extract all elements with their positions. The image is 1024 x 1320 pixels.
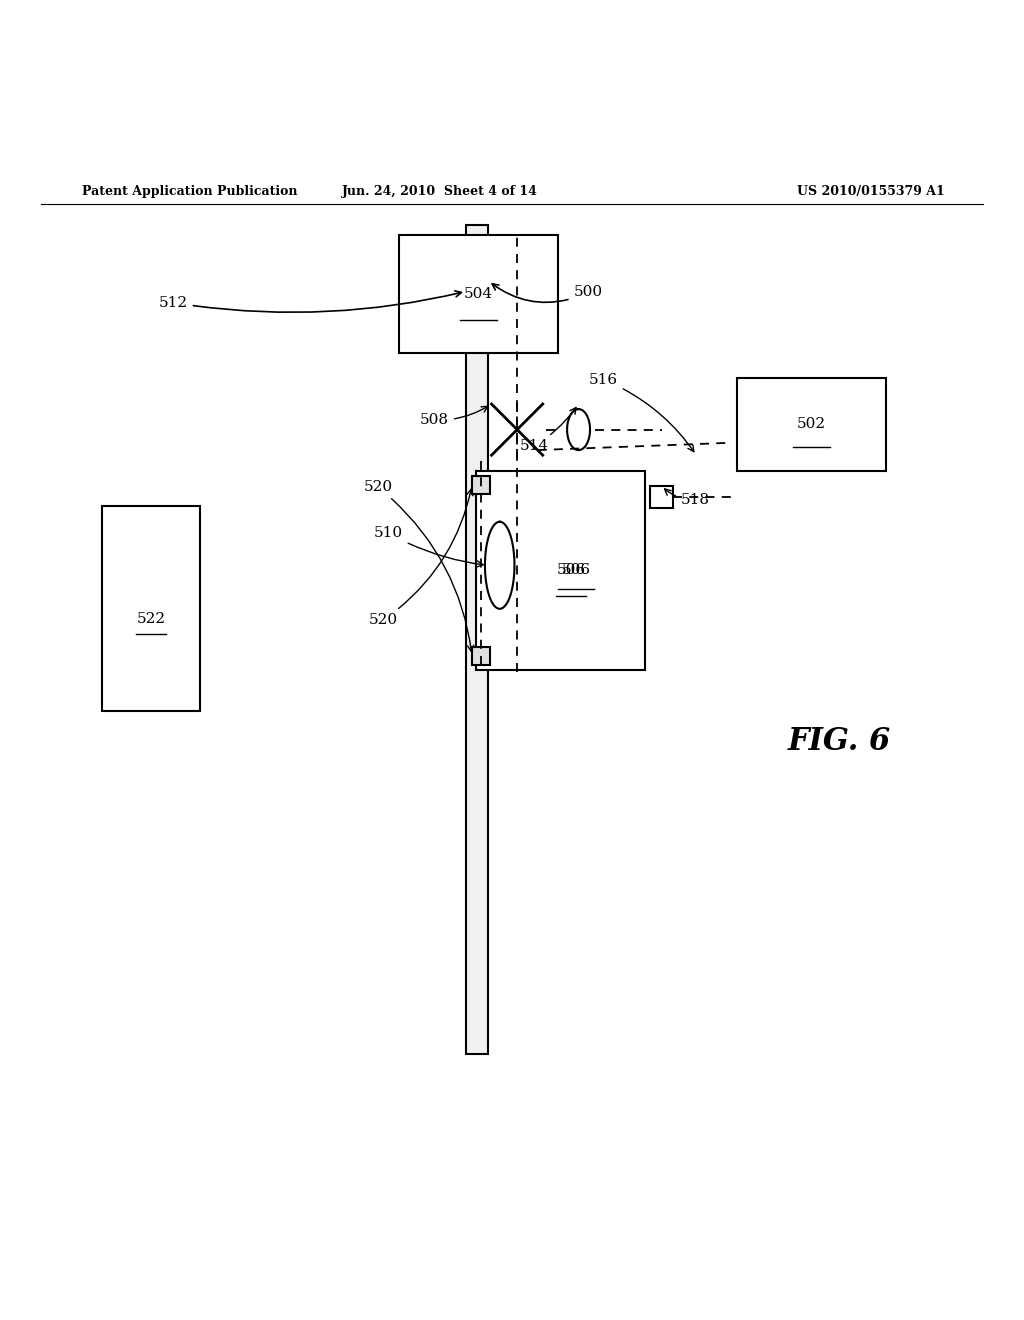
Text: 520: 520 xyxy=(364,480,474,652)
FancyBboxPatch shape xyxy=(399,235,558,352)
Text: 504: 504 xyxy=(464,286,494,301)
FancyBboxPatch shape xyxy=(102,507,200,711)
Text: Patent Application Publication: Patent Application Publication xyxy=(82,185,297,198)
Text: 500: 500 xyxy=(493,284,602,302)
Text: 518: 518 xyxy=(665,488,710,507)
Text: 514: 514 xyxy=(520,408,577,453)
Text: 508: 508 xyxy=(420,407,487,428)
FancyBboxPatch shape xyxy=(650,486,673,508)
FancyBboxPatch shape xyxy=(737,379,886,470)
Text: 502: 502 xyxy=(797,417,826,432)
Text: 506: 506 xyxy=(561,564,591,577)
FancyBboxPatch shape xyxy=(466,224,488,1055)
Text: 516: 516 xyxy=(589,372,694,451)
FancyBboxPatch shape xyxy=(476,470,645,671)
FancyBboxPatch shape xyxy=(472,647,490,665)
Text: 520: 520 xyxy=(369,490,473,627)
Text: 510: 510 xyxy=(374,527,483,568)
FancyBboxPatch shape xyxy=(472,475,490,494)
Text: 522: 522 xyxy=(136,612,166,626)
Text: Jun. 24, 2010  Sheet 4 of 14: Jun. 24, 2010 Sheet 4 of 14 xyxy=(342,185,539,198)
Text: US 2010/0155379 A1: US 2010/0155379 A1 xyxy=(797,185,944,198)
Text: 512: 512 xyxy=(159,290,462,313)
Text: FIG. 6: FIG. 6 xyxy=(788,726,891,758)
Text: 506: 506 xyxy=(556,564,586,577)
